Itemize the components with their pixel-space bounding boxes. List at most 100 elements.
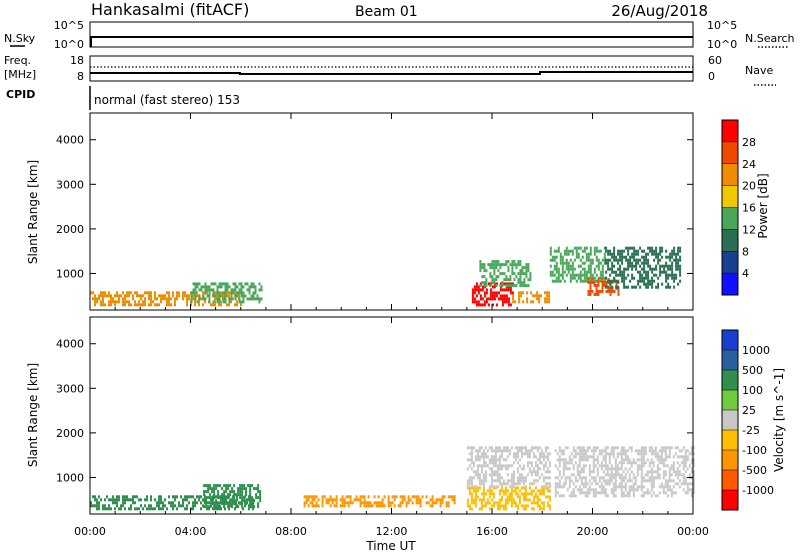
- velocity-echo-cell: [494, 473, 497, 477]
- velocity-echo-cell: [235, 505, 238, 509]
- velocity-echo-cell: [570, 479, 573, 483]
- velocity-echo-cell: [676, 461, 679, 465]
- velocity-echo-cell: [96, 504, 98, 508]
- power-echo-cell: [536, 294, 539, 298]
- power-echo-cell: [493, 291, 496, 295]
- power-echo-cell: [551, 270, 554, 274]
- velocity-echo-cell: [634, 476, 637, 480]
- power-echo-cell: [100, 303, 102, 307]
- velocity-echo-cell: [474, 449, 477, 453]
- velocity-echo-cell: [194, 501, 196, 505]
- power-echo-cell: [132, 294, 134, 298]
- velocity-echo-cell: [600, 485, 603, 489]
- velocity-echo-cell: [476, 489, 479, 493]
- velocity-echo-cell: [688, 452, 691, 456]
- velocity-echo-cell: [644, 479, 647, 483]
- power-echo-cell: [529, 275, 532, 279]
- power-echo-cell: [553, 279, 556, 283]
- freq-tick-top: 18: [70, 54, 84, 67]
- power-echo-cell: [230, 300, 232, 304]
- velocity-echo-cell: [640, 482, 643, 486]
- power-echo-cell: [144, 297, 146, 301]
- velocity-echo-cell: [562, 470, 565, 474]
- velocity-echo-cell: [534, 492, 537, 496]
- velocity-echo-cell: [520, 479, 523, 483]
- velocity-echo-cell: [572, 473, 575, 477]
- velocity-echo-cell: [389, 501, 392, 505]
- velocity-echo-cell: [592, 464, 595, 468]
- velocity-echo-cell: [510, 446, 513, 450]
- power-echo-cell: [166, 303, 168, 307]
- velocity-colorbar-swatch: [722, 410, 738, 430]
- power-echo-cell: [100, 291, 102, 295]
- velocity-echo-cell: [247, 484, 250, 488]
- power-echo-cell: [599, 270, 602, 274]
- velocity-echo-cell: [486, 501, 489, 505]
- power-echo-cell: [527, 263, 530, 267]
- power-echo-cell: [206, 291, 208, 295]
- velocity-colorbar-swatch: [722, 450, 738, 470]
- velocity-echo-cell: [662, 449, 665, 453]
- velocity-echo-cell: [666, 485, 669, 489]
- velocity-echo-cell: [496, 467, 499, 471]
- power-echo-cell: [571, 249, 574, 253]
- power-echo-cell: [495, 284, 498, 288]
- velocity-echo-cell: [217, 493, 220, 497]
- velocity-echo-cell: [508, 449, 511, 453]
- power-echo-cell: [519, 284, 522, 288]
- velocity-echo-cell: [210, 498, 212, 502]
- velocity-echo-cell: [532, 479, 535, 483]
- velocity-echo-cell: [686, 449, 689, 453]
- velocity-echo-cell: [492, 495, 495, 499]
- velocity-echo-cell: [598, 479, 601, 483]
- power-echo-cell: [521, 281, 524, 285]
- velocity-echo-cell: [596, 491, 599, 495]
- power-echo-cell: [186, 300, 188, 304]
- velocity-echo-cell: [355, 495, 358, 499]
- power-echo-cell: [232, 282, 235, 286]
- power-echo-cell: [575, 273, 578, 277]
- time-tick-label: 08:00: [275, 525, 307, 538]
- velocity-echo-cell: [518, 489, 521, 493]
- power-echo-cell: [174, 303, 176, 307]
- velocity-echo-cell: [664, 482, 667, 486]
- velocity-echo-cell: [568, 479, 571, 483]
- velocity-echo-cell: [90, 504, 92, 508]
- velocity-echo-cell: [478, 482, 481, 486]
- power-echo-cell: [142, 303, 144, 307]
- velocity-echo-cell: [510, 501, 513, 505]
- power-echo-cell: [491, 278, 494, 282]
- velocity-echo-cell: [642, 461, 645, 465]
- velocity-echo-cell: [668, 473, 671, 477]
- velocity-echo-cell: [498, 464, 501, 468]
- velocity-echo-cell: [482, 479, 485, 483]
- velocity-echo-cell: [506, 449, 509, 453]
- velocity-echo-cell: [576, 473, 579, 477]
- velocity-echo-cell: [231, 490, 234, 494]
- velocity-echo-cell: [602, 476, 605, 480]
- velocity-echo-cell: [602, 470, 605, 474]
- power-echo-cell: [561, 267, 564, 271]
- velocity-echo-cell: [343, 498, 346, 502]
- velocity-echo-cell: [203, 493, 206, 497]
- power-echo-cell: [633, 285, 636, 289]
- velocity-echo-cell: [546, 452, 549, 456]
- velocity-echo-cell: [572, 482, 575, 486]
- power-echo-cell: [611, 264, 614, 268]
- velocity-echo-cell: [209, 496, 212, 500]
- velocity-echo-cell: [496, 479, 499, 483]
- velocity-echo-cell: [259, 499, 262, 503]
- velocity-echo-cell: [558, 464, 561, 468]
- velocity-echo-cell: [186, 504, 188, 508]
- velocity-echo-cell: [225, 490, 228, 494]
- velocity-echo-cell: [656, 452, 659, 456]
- power-echo-cell: [611, 261, 614, 265]
- power-echo-cell: [649, 279, 652, 283]
- velocity-echo-cell: [684, 491, 687, 495]
- power-echo-cell: [204, 288, 207, 292]
- velocity-echo-cell: [431, 495, 434, 499]
- velocity-echo-cell: [612, 446, 615, 450]
- velocity-echo-cell: [453, 501, 456, 505]
- velocity-echo-cell: [474, 501, 477, 505]
